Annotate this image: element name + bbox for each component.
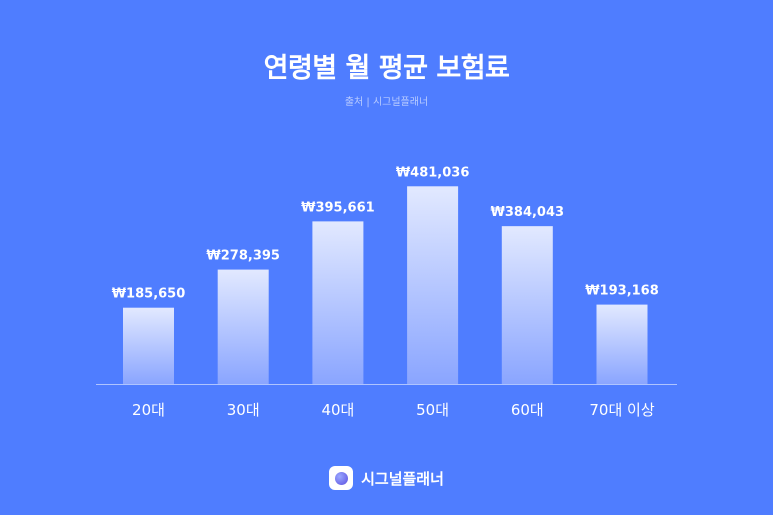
bar-value-label: ₩185,650 [112, 287, 186, 302]
bar-4 [407, 186, 459, 384]
x-tick-label: 40대 [321, 401, 354, 419]
x-tick-label: 60대 [511, 401, 544, 419]
bar-value-label: ₩193,168 [585, 284, 659, 299]
x-tick-label: 70대 이상 [589, 401, 654, 419]
bar-2 [217, 269, 269, 384]
bar-value-label: ₩384,043 [491, 205, 565, 220]
bar-1 [123, 307, 174, 384]
x-tick-label: 30대 [227, 401, 260, 419]
chart-source: 출처 | 시그널플래너 [344, 97, 429, 108]
x-tick-label: 50대 [416, 401, 449, 419]
bar-value-label: ₩395,661 [301, 200, 375, 215]
bar-6 [596, 304, 648, 384]
chart-title: 연령별 월 평균 보험료 [263, 53, 510, 84]
bar-5 [501, 226, 553, 384]
bar-3 [312, 221, 364, 384]
signalplanner-logo-icon [329, 466, 354, 490]
bar-value-label: ₩278,395 [206, 249, 280, 264]
brand-footer: 시그널플래너 [0, 466, 773, 490]
bar-value-label: ₩481,036 [396, 165, 470, 180]
x-tick-label: 20대 [132, 401, 165, 419]
brand-name: 시그널플래너 [361, 469, 444, 488]
